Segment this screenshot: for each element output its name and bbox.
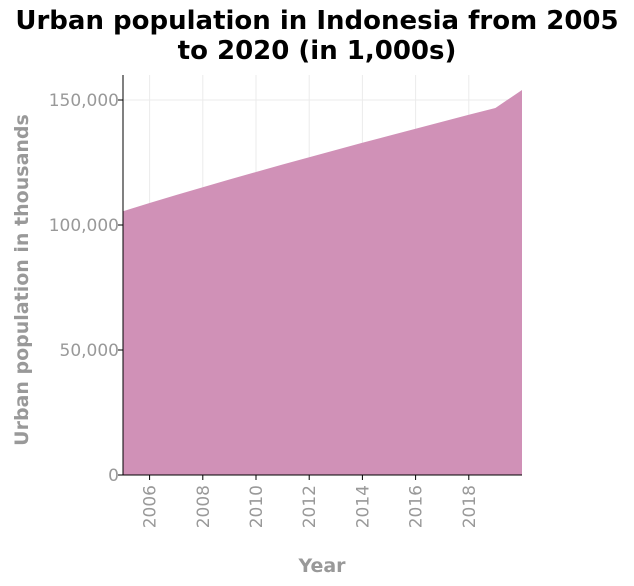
area-series-0	[123, 90, 522, 475]
y-tick-label: 50,000	[60, 341, 119, 361]
axis-layer	[118, 75, 522, 480]
y-tick-label: 100,000	[49, 216, 119, 236]
tick-layer: 0 50,000 100,000 150,000 2006 2008 2010 2012 201…	[49, 91, 480, 528]
x-tick-label: 2014	[353, 485, 373, 528]
x-tick-label: 2016	[407, 485, 427, 528]
x-axis-title: Year	[297, 555, 346, 577]
y-tick-label: 150,000	[49, 91, 119, 111]
chart-title-line-1: Urban population in Indonesia from 2005	[15, 6, 619, 36]
x-tick-label: 2012	[300, 485, 320, 528]
area-layer	[123, 90, 522, 475]
y-axis-title: Urban population in thousands	[11, 114, 33, 446]
chart-title-line-2: to 2020 (in 1,000s)	[177, 36, 457, 66]
x-tick-label: 2018	[460, 485, 480, 528]
chart-title: Urban population in Indonesia from 2005 …	[0, 6, 634, 66]
x-tick-label: 2010	[247, 485, 267, 528]
x-tick-label: 2006	[141, 485, 161, 528]
y-tick-label: 0	[108, 466, 119, 486]
x-tick-label: 2008	[194, 485, 214, 528]
